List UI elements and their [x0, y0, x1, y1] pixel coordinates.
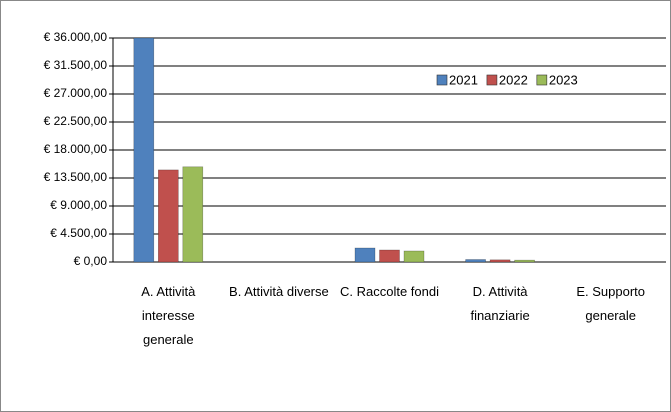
bar — [354, 247, 376, 263]
x-tick-label: E. Supporto generale — [576, 284, 646, 323]
bar — [489, 259, 511, 263]
legend-label: 2021 — [449, 72, 478, 87]
legend-swatch — [436, 74, 448, 86]
x-tick-label: D. Attività finanziarie — [470, 284, 530, 323]
y-tick-label: € 0,00 — [74, 254, 108, 268]
bar — [514, 259, 535, 263]
legend-swatch — [486, 74, 498, 86]
y-tick-label: € 36.000,00 — [44, 30, 108, 44]
y-tick-label: € 27.000,00 — [44, 86, 108, 100]
y-tick-label: € 4.500,00 — [50, 226, 107, 240]
bar — [133, 37, 155, 263]
bar — [158, 169, 179, 263]
x-tick-label: C. Raccolte fondi — [340, 284, 439, 299]
x-tick-label: A. Attività interesse generale — [141, 284, 196, 347]
y-tick-label: € 13.500,00 — [44, 170, 108, 184]
y-tick-label: € 18.000,00 — [44, 142, 108, 156]
bar — [465, 259, 486, 263]
y-tick-label: € 9.000,00 — [50, 198, 107, 212]
legend-label: 2022 — [499, 72, 528, 87]
legend-label: 2023 — [549, 72, 578, 87]
y-tick-label: € 22.500,00 — [44, 114, 108, 128]
legend-swatch — [536, 74, 548, 86]
bar — [182, 166, 204, 263]
y-tick-label: € 31.500,00 — [44, 58, 108, 72]
bar — [403, 250, 425, 263]
bar — [379, 249, 400, 263]
x-tick-label: B. Attività diverse — [229, 284, 329, 299]
